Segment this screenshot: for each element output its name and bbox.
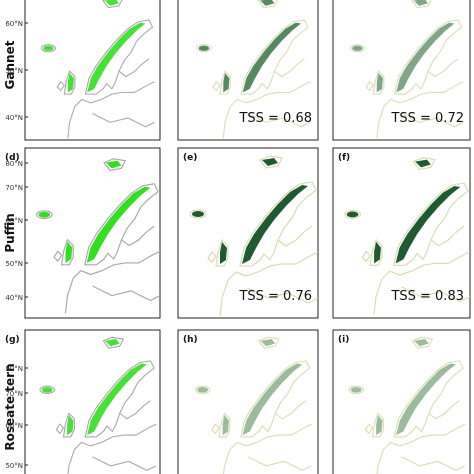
panel-frame (177, 147, 319, 319)
latitude-label: 50°N (5, 260, 23, 268)
latitude-label: 60°N (5, 217, 23, 225)
map-panel (24, 0, 161, 141)
panel-tag: (d) (5, 153, 20, 163)
tss-score: TSS = 0.76 (238, 289, 312, 304)
panel-frame (24, 329, 161, 474)
panel-frame (332, 147, 471, 319)
panel-frame (177, 329, 319, 474)
map-panel: (g) (5, 329, 161, 474)
latitude-label: 80°N (5, 160, 23, 168)
map-panel: (i) (332, 329, 471, 474)
latitude-label: 40°N (5, 294, 23, 302)
map-panel: TSS = 0.72 (332, 0, 471, 141)
panel-frame (24, 0, 161, 141)
tss-score: TSS = 0.72 (390, 111, 464, 126)
panel-frame (332, 329, 471, 474)
panel-tag: (f) (338, 153, 350, 163)
latitude-label: 70°N (5, 184, 23, 192)
row-label: Gannet (3, 40, 17, 89)
latitude-label: 50°N (5, 67, 23, 75)
map-panel: (d) (5, 147, 161, 319)
latitude-label: 50°N (5, 462, 23, 470)
latitude-label: 60°N (5, 20, 23, 28)
latitude-label: 60°N (5, 422, 23, 430)
panel-frame (332, 0, 471, 141)
panel-tag: (i) (338, 335, 349, 345)
map-panel: (e) TSS = 0.76 (177, 147, 319, 319)
tss-score: TSS = 0.68 (238, 111, 312, 126)
map-panel: (h) (177, 329, 319, 474)
row-label: Puffin (3, 213, 17, 252)
panel-frame (24, 147, 161, 319)
latitude-label: 40°N (5, 114, 23, 122)
tss-score: TSS = 0.83 (390, 289, 464, 304)
panel-tag: (g) (5, 335, 20, 345)
row-label: Roseate tern (3, 363, 17, 450)
latitude-label: 80°N (5, 365, 23, 373)
map-panel: (f) TSS = 0.83 (332, 147, 471, 319)
panel-tag: (h) (183, 335, 198, 345)
latitude-label: 70°N (5, 390, 23, 398)
map-panel: TSS = 0.68 (177, 0, 319, 141)
panel-tag: (e) (183, 153, 197, 163)
